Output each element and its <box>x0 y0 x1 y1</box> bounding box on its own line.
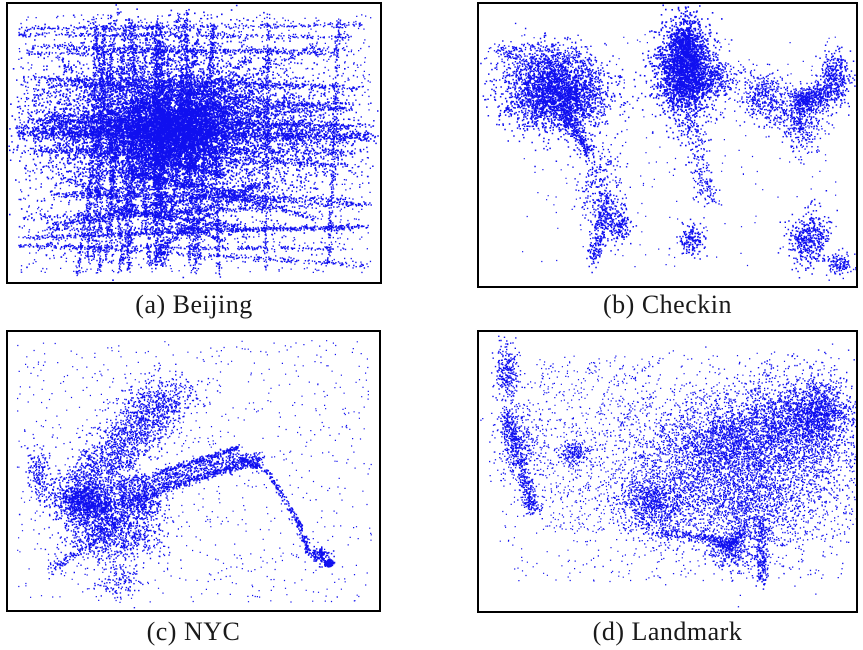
checkin-caption: (b) Checkin <box>603 290 732 319</box>
beijing-caption: (a) Beijing <box>135 290 253 319</box>
nyc-point-map <box>16 340 372 609</box>
checkin-point-map <box>480 4 856 281</box>
beijing-point-map <box>8 4 379 281</box>
nyc-scatter-panel <box>6 330 381 612</box>
nyc-caption: (c) NYC <box>146 617 241 646</box>
checkin-scatter-panel <box>477 2 858 288</box>
beijing-scatter-panel <box>6 2 382 284</box>
landmark-caption: (d) Landmark <box>592 617 743 646</box>
landmark-scatter-panel <box>477 330 858 613</box>
landmark-point-map <box>480 335 856 608</box>
